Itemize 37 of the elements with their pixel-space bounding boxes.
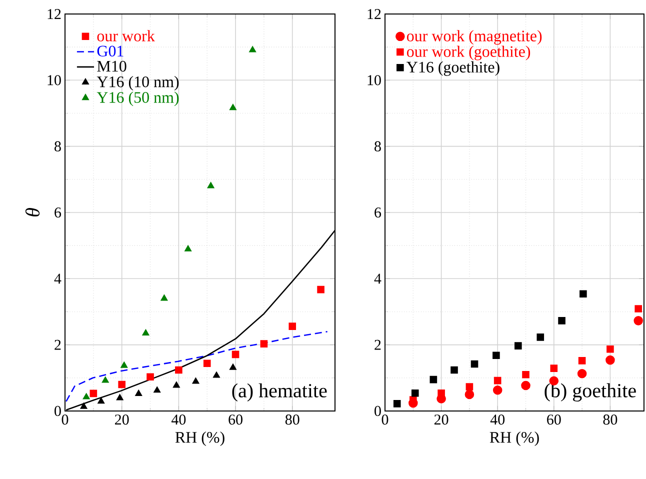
y-tick-label: 10 [48, 75, 61, 86]
y-tick-label: 2 [374, 340, 381, 350]
x-tick-label: 20 [434, 414, 448, 425]
y-tick-label: 0 [374, 406, 381, 416]
legend-label: Y16 (10 nm) [96, 76, 179, 90]
legend-label: Y16 (goethite) [406, 61, 500, 76]
legend-label: our work (goethite) [406, 46, 530, 60]
y-tick-label: 4 [374, 274, 382, 284]
y-tick-label: 2 [54, 340, 61, 350]
y-tick-label: 6 [54, 207, 62, 218]
y-tick-label: 4 [54, 274, 62, 284]
y-tick-label: 12 [368, 9, 381, 19]
x-axis-title: RH (%) [490, 432, 539, 446]
x-tick-label: 60 [228, 414, 242, 425]
legend-label: Y16 (50 nm) [96, 92, 179, 106]
x-tick-label: 80 [603, 414, 618, 425]
x-tick-label: 40 [490, 414, 505, 425]
x-tick-label: 20 [115, 414, 129, 425]
x-tick-label: 40 [171, 414, 186, 425]
y-tick-label: 10 [368, 75, 381, 86]
y-tick-label: 8 [374, 141, 381, 152]
y-tick-label: 6 [374, 207, 382, 218]
x-tick-label: 80 [285, 414, 300, 425]
annotation: (b) goethite [544, 383, 636, 402]
y-tick-label: 8 [54, 141, 61, 152]
legend-label: our work [97, 30, 155, 42]
annotation: (a) hematite [232, 383, 327, 402]
x-tick-label: 0 [382, 414, 388, 425]
x-tick-label: 60 [547, 414, 561, 425]
y-tick-label: 12 [48, 9, 61, 19]
x-axis-title: RH (%) [175, 432, 224, 446]
legend-label: M10 [97, 60, 126, 72]
y-axis-title: θ [25, 208, 40, 216]
y-tick-label: 0 [54, 406, 61, 416]
x-tick-label: 0 [62, 414, 68, 425]
legend-label: our work (magnetite) [406, 30, 542, 45]
legend-label: G01 [97, 46, 124, 57]
